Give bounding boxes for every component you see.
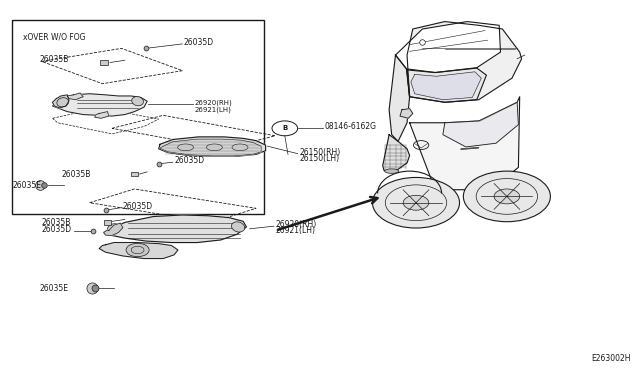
Polygon shape — [99, 243, 178, 259]
Polygon shape — [67, 93, 83, 100]
Circle shape — [403, 195, 429, 210]
Text: 26035B: 26035B — [40, 55, 69, 64]
Bar — [12, 20, 264, 214]
Ellipse shape — [178, 144, 193, 151]
Text: 26150(RH): 26150(RH) — [300, 148, 340, 157]
Polygon shape — [400, 109, 413, 118]
Text: 26920(RH): 26920(RH) — [195, 99, 232, 106]
Polygon shape — [411, 72, 481, 100]
Polygon shape — [160, 139, 261, 156]
Text: B: B — [282, 125, 287, 131]
Text: 26035D: 26035D — [42, 225, 72, 234]
Text: 26150(LH): 26150(LH) — [300, 154, 340, 163]
Polygon shape — [407, 68, 486, 102]
Text: xOVER W/O FOG: xOVER W/O FOG — [23, 32, 86, 41]
Text: 26035E: 26035E — [13, 181, 42, 190]
Text: 26035E: 26035E — [40, 284, 68, 293]
Text: 26035D: 26035D — [184, 38, 214, 47]
Text: 26035B: 26035B — [41, 218, 70, 227]
Text: 26035D: 26035D — [174, 156, 204, 165]
Text: 26035B: 26035B — [61, 170, 91, 179]
Polygon shape — [159, 137, 266, 156]
Text: 26921(LH): 26921(LH) — [275, 226, 315, 235]
Bar — [104, 220, 111, 225]
Text: 26920(RH): 26920(RH) — [275, 220, 316, 229]
Polygon shape — [396, 22, 500, 73]
Polygon shape — [410, 97, 520, 190]
Circle shape — [126, 243, 149, 257]
Ellipse shape — [57, 98, 68, 107]
Bar — [131, 172, 138, 176]
Text: 08146-6162G: 08146-6162G — [324, 122, 376, 131]
Ellipse shape — [206, 144, 223, 151]
Polygon shape — [407, 22, 522, 102]
Circle shape — [372, 177, 460, 228]
Polygon shape — [104, 223, 123, 235]
Polygon shape — [52, 94, 147, 116]
Ellipse shape — [132, 97, 143, 106]
Polygon shape — [104, 215, 246, 243]
Text: 26921(LH): 26921(LH) — [195, 106, 232, 113]
Polygon shape — [95, 112, 109, 118]
Polygon shape — [389, 55, 410, 141]
Polygon shape — [443, 102, 518, 147]
Text: 26035D: 26035D — [123, 202, 153, 211]
Polygon shape — [383, 135, 410, 172]
Ellipse shape — [385, 169, 399, 173]
Circle shape — [463, 171, 550, 222]
Ellipse shape — [232, 144, 248, 151]
Polygon shape — [52, 95, 69, 108]
Text: E263002H: E263002H — [591, 354, 630, 363]
Ellipse shape — [232, 222, 244, 232]
Circle shape — [494, 189, 520, 204]
Bar — [100, 60, 108, 65]
Ellipse shape — [108, 224, 120, 234]
